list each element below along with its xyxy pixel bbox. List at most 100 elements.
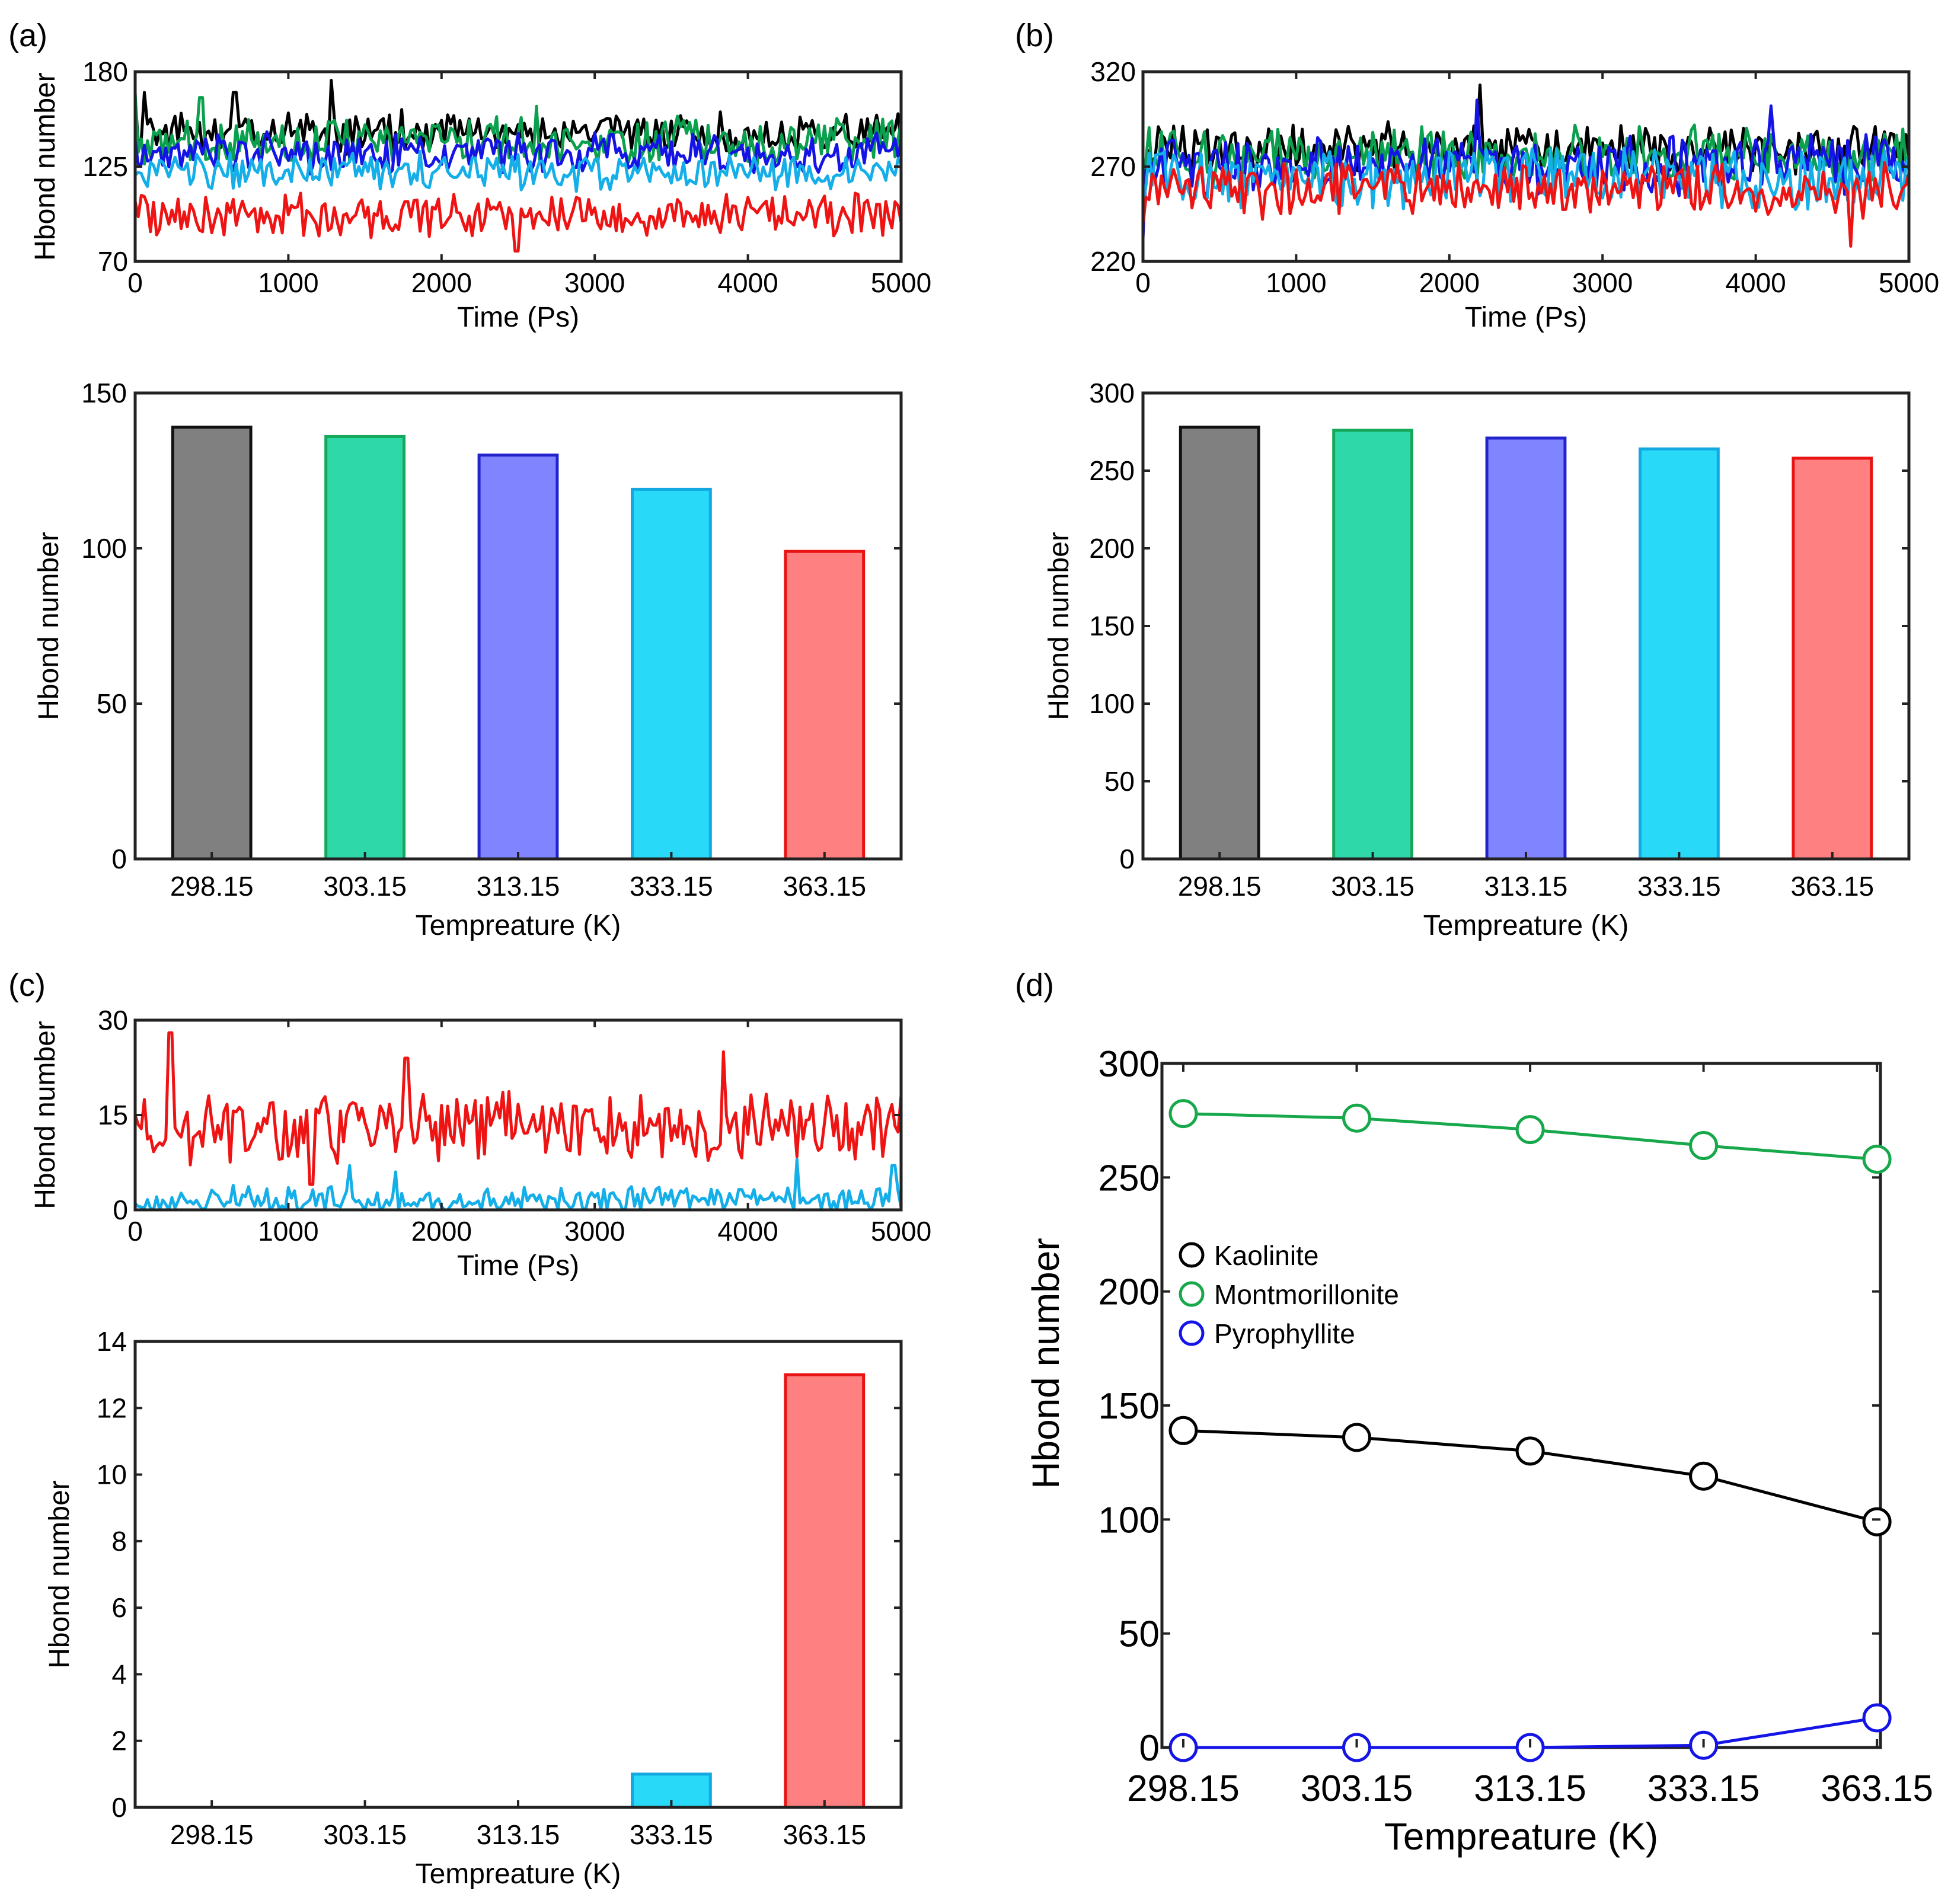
d-line-marker-pyrophyllite-363.15	[1862, 1703, 1892, 1733]
b-top-series-2	[1141, 123, 1911, 190]
c-bar-ytick-label: 10	[97, 1459, 127, 1490]
b-bar-ytick-label: 100	[1089, 688, 1135, 719]
c-top-series-4	[134, 1158, 903, 1212]
d-line-marker-kaolinite-303.15	[1342, 1423, 1371, 1452]
c-bar-xlabel: Tempreature (K)	[416, 1858, 621, 1890]
d-line-ylabel: Hbond number	[1024, 1238, 1067, 1488]
b-top-xtick-label: 5000	[1879, 267, 1939, 298]
a-bar-xtick-label: 298.15	[170, 871, 254, 902]
c-bar-ytick-label: 12	[97, 1392, 127, 1423]
d-line-ytick-label: 300	[1099, 1044, 1160, 1085]
d-line-frame	[1160, 1062, 1882, 1749]
a-top-xtick-label: 4000	[717, 267, 778, 298]
b-bar-bar-298.15	[1179, 426, 1260, 861]
d-line-marker-kaolinite-298.15	[1168, 1416, 1198, 1445]
b-top-xtick-label: 3000	[1572, 267, 1633, 298]
b-top-ylabel: Hbond number	[30, 72, 61, 261]
d-line-marker-montmorillonite-363.15	[1862, 1145, 1892, 1174]
a-bar-xtick-label: 313.15	[477, 871, 560, 902]
b-bar-bar-333.15	[1639, 447, 1720, 861]
a-top-series-4	[134, 149, 903, 193]
panel-label-c: (c)	[8, 967, 46, 1003]
b-bar-ylabel: Hbond number	[1043, 532, 1075, 720]
a-top-ylabel: Hbond number	[30, 72, 61, 261]
a-top-series-5	[133, 191, 903, 253]
panel-label-d: (d)	[1015, 967, 1054, 1003]
c-bar-bar-363.15	[784, 1373, 866, 1809]
c-top-ylabel: Hbond number	[30, 1021, 61, 1209]
b-top-xtick-label: 4000	[1725, 267, 1786, 298]
b-top-xlabel: Time (Ps)	[1465, 302, 1587, 333]
b-bar-ytick-label: 150	[1089, 611, 1135, 641]
a-top-xtick-label: 5000	[871, 267, 931, 298]
a-top-xlabel: Time (Ps)	[457, 302, 579, 333]
d-line-ytick-label: 150	[1099, 1386, 1160, 1427]
a-bar-bar-363.15	[784, 550, 866, 861]
d-line-marker-kaolinite-313.15	[1515, 1436, 1545, 1466]
d-line-marker-montmorillonite-313.15	[1515, 1115, 1545, 1145]
c-bar-ytick-label: 4	[111, 1659, 127, 1689]
b-bar-xtick-label: 298.15	[1178, 871, 1262, 902]
b-top-ytick-label: 220	[1090, 246, 1136, 277]
b-bar-bar-303.15	[1332, 429, 1413, 861]
a-bar-xtick-label: 363.15	[783, 871, 866, 902]
b-top-series-5	[1141, 161, 1911, 248]
a-top-ytick-label: 125	[82, 151, 128, 182]
panel-label-a: (a)	[8, 18, 47, 53]
a-top-ytick-label: 180	[82, 56, 128, 87]
d-line-ytick-label: 50	[1119, 1614, 1160, 1655]
d-line-marker-montmorillonite-303.15	[1342, 1103, 1371, 1133]
b-top-ytick-label: 270	[1090, 151, 1136, 182]
a-bar-ytick-label: 150	[81, 378, 127, 408]
d-line-xtick-label: 363.15	[1821, 1768, 1933, 1809]
b-bar-ytick-label: 50	[1104, 766, 1135, 797]
panel-label-b: (b)	[1015, 18, 1054, 53]
b-bar-xtick-label: 333.15	[1637, 871, 1721, 902]
a-bar-bar-298.15	[171, 426, 253, 861]
d-line-legend-label-pyrophyllite: Pyrophyllite	[1214, 1318, 1355, 1349]
d-line-xtick-label: 298.15	[1127, 1768, 1240, 1809]
b-bar-xlabel: Tempreature (K)	[1423, 910, 1629, 941]
a-bar-ylabel: Hbond number	[33, 532, 65, 720]
a-bar-xlabel: Tempreature (K)	[416, 910, 621, 941]
c-bar-ylabel: Hbond number	[44, 1480, 75, 1669]
c-bar-xtick-label: 298.15	[170, 1819, 254, 1850]
c-bar-ytick-label: 14	[97, 1326, 127, 1357]
c-top-series-5	[133, 1031, 903, 1186]
b-top-series-4	[1141, 146, 1911, 211]
d-line-ytick-label: 0	[1139, 1728, 1160, 1769]
a-top-ytick-label: 70	[98, 246, 128, 277]
c-bar-xtick-label: 303.15	[323, 1819, 407, 1850]
b-bar-bar-313.15	[1485, 436, 1567, 861]
c-bar-ytick-label: 2	[111, 1726, 127, 1756]
c-bar-xtick-label: 333.15	[630, 1819, 713, 1850]
d-line-xtick-label: 303.15	[1301, 1768, 1413, 1809]
b-bar-ytick-label: 200	[1089, 533, 1135, 564]
a-bar-bar-313.15	[477, 453, 559, 861]
b-bar-ytick-label: 300	[1089, 378, 1135, 408]
b-bar-xtick-label: 313.15	[1484, 871, 1568, 902]
a-bar-ytick-label: 100	[81, 533, 127, 564]
d-line-legend-marker-montmorillonite	[1179, 1281, 1205, 1307]
d-line-ytick-label: 200	[1099, 1272, 1160, 1313]
d-line-marker-montmorillonite-333.15	[1689, 1131, 1719, 1160]
b-top-xtick-label: 0	[1135, 267, 1151, 298]
c-top-ytick-label: 30	[98, 1005, 128, 1036]
d-line-xlabel: Tempreature (K)	[1384, 1815, 1658, 1858]
d-line-ytick-label: 100	[1099, 1500, 1160, 1541]
c-top-xtick-label: 4000	[717, 1216, 778, 1247]
c-top-xtick-label: 0	[127, 1216, 143, 1247]
b-top-ytick-label: 320	[1090, 56, 1136, 87]
c-bar-ytick-label: 6	[111, 1592, 127, 1623]
a-top-xtick-label: 3000	[564, 267, 625, 298]
d-line-marker-kaolinite-333.15	[1689, 1461, 1719, 1491]
b-bar-ytick-label: 0	[1119, 844, 1135, 874]
d-line-marker-kaolinite-363.15	[1862, 1507, 1892, 1536]
d-line-legend-label-kaolinite: Kaolinite	[1214, 1240, 1318, 1271]
c-bar-xtick-label: 313.15	[477, 1819, 560, 1850]
b-bar-ytick-label: 250	[1089, 455, 1135, 486]
c-top-xtick-label: 2000	[411, 1216, 472, 1247]
a-bar-bar-333.15	[631, 487, 712, 861]
